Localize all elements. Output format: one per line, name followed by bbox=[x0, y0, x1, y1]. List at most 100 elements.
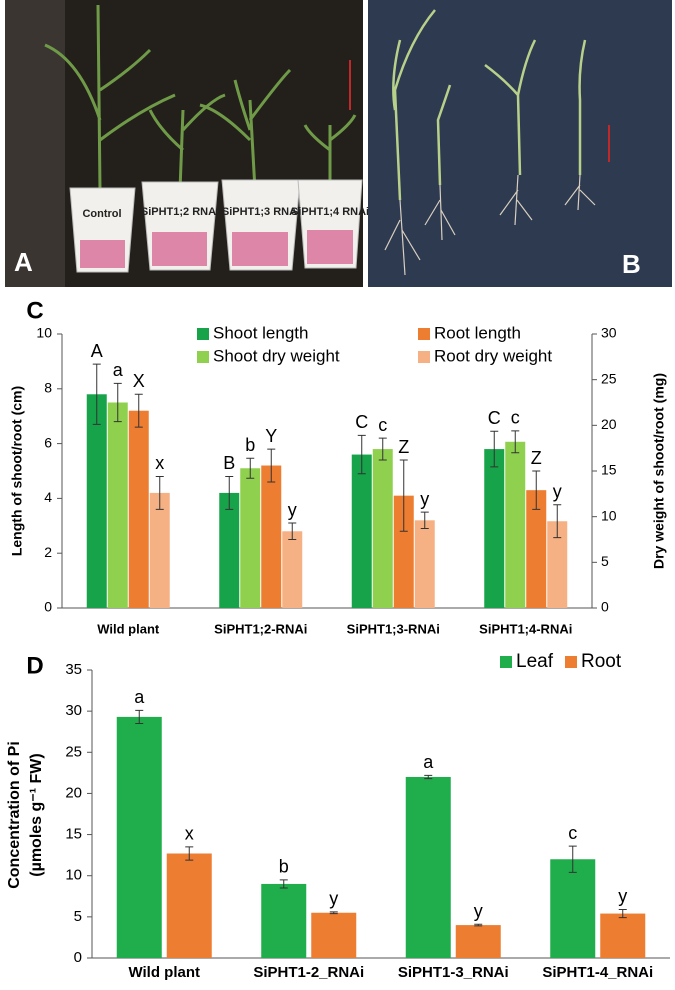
plants bbox=[44, 4, 357, 191]
y2-tick-label: 5 bbox=[601, 553, 609, 569]
panel-label: D bbox=[26, 652, 43, 679]
error-bar bbox=[185, 846, 194, 861]
error-bar bbox=[155, 475, 164, 510]
y-axis-label: (µmoles g⁻¹ FW) bbox=[28, 753, 45, 876]
bar bbox=[166, 853, 212, 958]
bar bbox=[282, 531, 303, 608]
significance-letter: b bbox=[279, 857, 289, 877]
x-tick-label: SiPHT1-4_RNAi bbox=[542, 964, 653, 981]
significance-letter: y bbox=[553, 482, 562, 502]
plants bbox=[392, 9, 587, 201]
bar bbox=[414, 520, 435, 608]
significance-letter: a bbox=[113, 360, 124, 380]
y2-tick-label: 15 bbox=[601, 462, 617, 478]
error-bar bbox=[134, 393, 143, 428]
bar bbox=[455, 925, 501, 958]
error-bar bbox=[553, 504, 562, 539]
y-tick-label: 2 bbox=[44, 544, 52, 560]
error-bar bbox=[135, 709, 144, 724]
significance-letter: y bbox=[474, 901, 483, 921]
error-bar bbox=[618, 908, 627, 919]
error-bar bbox=[424, 774, 433, 780]
error-bar bbox=[532, 470, 541, 510]
significance-letter: Y bbox=[265, 426, 277, 446]
bar bbox=[600, 913, 646, 958]
roots bbox=[384, 174, 596, 276]
cup-label: SiPHT1;4 RNAi bbox=[291, 206, 369, 218]
bar bbox=[116, 716, 162, 958]
significance-letter: y bbox=[618, 886, 627, 906]
error-bar bbox=[267, 448, 276, 483]
bar bbox=[261, 883, 307, 958]
error-bar bbox=[92, 363, 101, 425]
error-bar bbox=[568, 845, 577, 873]
significance-letter: c bbox=[568, 823, 577, 843]
y-tick-label: 4 bbox=[44, 489, 52, 505]
x-tick-label: Wild plant bbox=[97, 621, 160, 636]
significance-letter: x bbox=[155, 453, 164, 473]
x-tick-label: SiPHT1-3_RNAi bbox=[398, 964, 509, 981]
error-bar bbox=[490, 430, 499, 468]
y-tick-label: 20 bbox=[65, 784, 82, 801]
legend-label: Shoot dry weight bbox=[213, 346, 340, 365]
y2-axis-label: Dry weight of shoot/root (mg) bbox=[651, 373, 667, 569]
significance-letter: c bbox=[378, 415, 387, 435]
y2-tick-label: 0 bbox=[601, 599, 609, 615]
y-tick-label: 0 bbox=[44, 599, 52, 615]
photo-a: Control SiPHT1;2 RNAi SiPHT1;3 RNAiSiPHT1;… bbox=[5, 0, 369, 287]
error-bar bbox=[246, 457, 255, 479]
bar bbox=[550, 859, 596, 958]
cup-label: SiPHT1;2 RNAi bbox=[141, 206, 219, 218]
cup-label: Control bbox=[82, 208, 121, 220]
significance-letter: c bbox=[511, 408, 520, 428]
photo-wall bbox=[5, 0, 65, 287]
y-axis-label: Length of shoot/root (cm) bbox=[9, 386, 25, 556]
legend-label: Root bbox=[581, 651, 622, 672]
legend-label: Root length bbox=[434, 323, 521, 342]
bar bbox=[86, 394, 107, 608]
cup-flowers bbox=[80, 230, 353, 268]
significance-letter: Z bbox=[398, 437, 409, 457]
significance-letter: C bbox=[488, 408, 501, 428]
y2-tick-label: 30 bbox=[601, 325, 617, 341]
y-axis-label: Concentration of Pi bbox=[6, 741, 23, 889]
legend-label: Leaf bbox=[516, 651, 554, 672]
error-bar bbox=[279, 879, 288, 889]
y-tick-label: 15 bbox=[65, 826, 82, 843]
error-bar bbox=[399, 459, 408, 532]
bar bbox=[547, 521, 568, 608]
x-tick-label: SiPHT1;2-RNAi bbox=[214, 621, 307, 636]
significance-letter: y bbox=[329, 889, 338, 909]
legend-swatch bbox=[500, 656, 512, 668]
error-bar bbox=[357, 434, 366, 475]
y-tick-label: 35 bbox=[65, 661, 82, 678]
y-tick-label: 30 bbox=[65, 702, 82, 719]
photo-b: B bbox=[368, 0, 672, 287]
significance-letter: X bbox=[133, 371, 145, 391]
significance-letter: Z bbox=[531, 448, 542, 468]
x-tick-label: SiPHT1;4-RNAi bbox=[479, 621, 572, 636]
legend-swatch bbox=[197, 328, 209, 340]
panel-label: C bbox=[26, 297, 43, 324]
panel-label: B bbox=[622, 249, 641, 279]
legend-label: Root dry weight bbox=[434, 346, 552, 365]
y2-tick-label: 25 bbox=[601, 370, 617, 386]
y-tick-label: 0 bbox=[74, 949, 82, 966]
bar bbox=[351, 454, 372, 608]
significance-letter: y bbox=[288, 500, 297, 520]
x-tick-label: SiPHT1-2_RNAi bbox=[253, 964, 364, 981]
error-bar bbox=[511, 430, 520, 454]
bar bbox=[484, 449, 505, 608]
panel-label: A bbox=[14, 247, 33, 277]
error-bar bbox=[113, 382, 122, 423]
significance-letter: B bbox=[223, 453, 235, 473]
y-tick-label: 5 bbox=[74, 908, 82, 925]
significance-letter: b bbox=[245, 435, 255, 455]
y-tick-label: 25 bbox=[65, 743, 82, 760]
cup-label: SiPHT1;3 RNAi bbox=[222, 206, 300, 218]
significance-letter: y bbox=[420, 489, 429, 509]
legend-swatch bbox=[418, 328, 430, 340]
bar bbox=[261, 465, 282, 608]
